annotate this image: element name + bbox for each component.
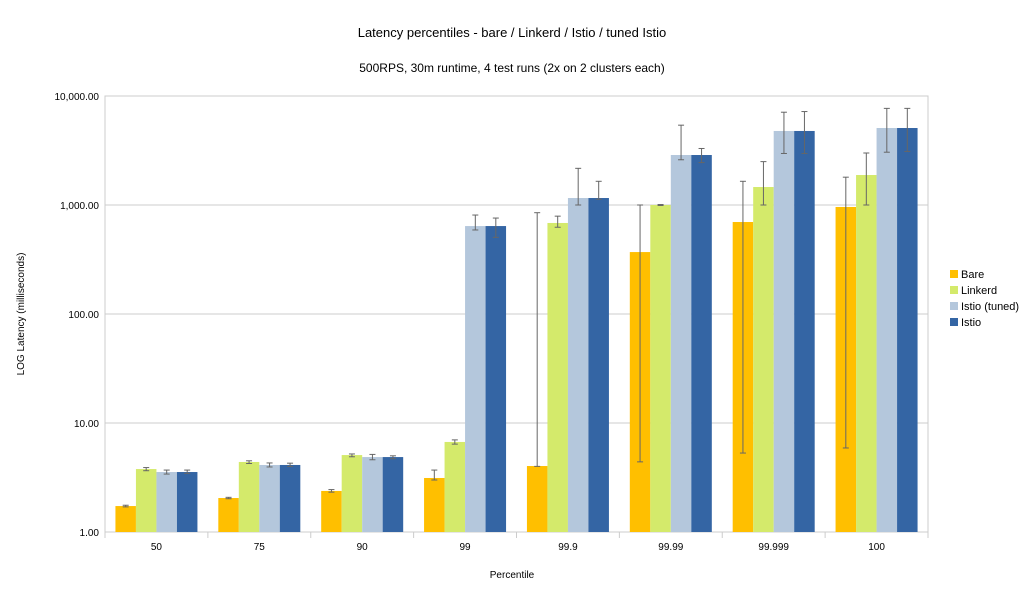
bar-istio-tuned- [773, 130, 795, 532]
x-tick-label: 99.99 [658, 542, 683, 553]
bar-linkerd [341, 455, 363, 532]
legend-swatch [950, 286, 958, 294]
bar-istio [588, 198, 609, 533]
bar-istio-tuned- [156, 472, 177, 532]
bar-bare [526, 466, 548, 532]
bar-linkerd [238, 461, 260, 532]
bar-istio [897, 128, 918, 532]
bar-istio [279, 464, 301, 532]
y-tick-label: 1.00 [80, 528, 100, 539]
bar-istio [691, 155, 712, 532]
legend-label: Istio (tuned) [961, 301, 1019, 313]
bar-istio-tuned- [670, 155, 692, 532]
y-tick-label: 1,000.00 [60, 201, 99, 212]
bar-linkerd [135, 469, 157, 532]
bar-linkerd [444, 441, 466, 532]
x-tick-label: 75 [254, 542, 266, 553]
bar-istio [176, 472, 198, 532]
bar-istio [485, 226, 507, 532]
legend-swatch [950, 318, 958, 326]
x-tick-label: 99 [460, 542, 472, 553]
bar-istio-tuned- [362, 457, 383, 532]
x-tick-label: 99.9 [558, 542, 578, 553]
bar-bare [424, 477, 445, 532]
chart-title: Latency percentiles - bare / Linkerd / I… [358, 25, 667, 40]
x-tick-label: 100 [868, 542, 885, 553]
chart-subtitle: 500RPS, 30m runtime, 4 test runs (2x on … [359, 61, 664, 75]
bar-istio [382, 457, 404, 532]
legend-label: Istio [961, 317, 981, 329]
bar-bare [115, 506, 136, 532]
bar-linkerd [856, 175, 877, 533]
bar-bare [218, 498, 239, 532]
bar-istio-tuned- [567, 198, 589, 533]
bar-linkerd [650, 205, 671, 532]
bar-istio-tuned- [876, 128, 898, 532]
y-tick-label: 10.00 [74, 419, 99, 430]
bar-istio-tuned- [259, 464, 280, 532]
legend-swatch [950, 302, 958, 310]
y-axis-label: LOG Latency (milliseconds) [16, 253, 27, 376]
legend-label: Linkerd [961, 285, 997, 297]
x-axis-label: Percentile [490, 570, 535, 581]
bar-istio [794, 130, 815, 532]
y-tick-label: 10,000.00 [55, 92, 100, 103]
bar-linkerd [753, 187, 774, 532]
y-tick-label: 100.00 [68, 310, 99, 321]
bar-linkerd [547, 222, 568, 532]
x-tick-label: 90 [357, 542, 369, 553]
legend-swatch [950, 270, 958, 278]
bar-istio-tuned- [465, 226, 486, 532]
x-tick-label: 99.999 [758, 542, 789, 553]
x-tick-label: 50 [151, 542, 163, 553]
bar-bare [321, 490, 342, 532]
legend-label: Bare [961, 269, 984, 281]
